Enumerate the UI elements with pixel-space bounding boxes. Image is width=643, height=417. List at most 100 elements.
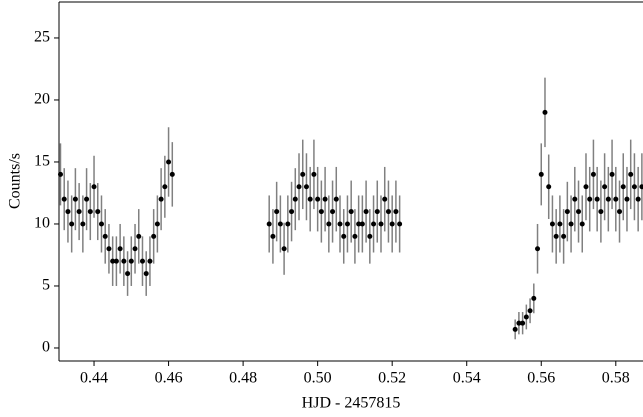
data-point [363,209,369,215]
data-point [602,184,608,190]
data-point [143,271,149,277]
data-point [106,246,112,252]
data-point [136,233,142,239]
data-point [311,171,317,177]
data-point [125,271,131,277]
data-point [598,209,604,215]
data-point [520,320,526,326]
data-point [531,295,537,301]
data-point [535,246,541,252]
data-point [169,171,175,177]
y-tick-label: 25 [34,29,50,46]
data-point [296,184,302,190]
data-point [69,221,75,227]
data-point [631,184,637,190]
data-point [341,233,347,239]
data-point [147,258,153,264]
data-point [110,258,116,264]
data-point [594,196,600,202]
y-tick-label: 10 [34,215,50,232]
data-point [61,196,67,202]
data-point [348,209,354,215]
x-tick-label: 0.54 [453,370,481,387]
data-point [378,221,384,227]
x-tick-label: 0.46 [155,370,183,387]
data-point [132,246,138,252]
data-point [356,221,362,227]
data-point [277,221,283,227]
data-point [568,221,574,227]
x-tick-label: 0.50 [304,370,332,387]
data-point [289,209,295,215]
data-point [303,184,309,190]
data-point [359,221,365,227]
data-point [579,221,585,227]
data-point [72,196,78,202]
data-point [102,233,108,239]
data-point [154,221,160,227]
data-point [80,221,86,227]
x-tick-label: 0.58 [602,370,630,387]
data-point [523,314,529,320]
data-point [605,196,611,202]
data-point [617,209,623,215]
x-tick-label: 0.44 [80,370,108,387]
data-point [76,209,82,215]
data-point [333,196,339,202]
data-point [371,221,377,227]
y-tick-label: 0 [42,339,50,356]
data-point [516,320,522,326]
data-point [318,209,324,215]
data-point [546,184,552,190]
data-point [113,258,119,264]
x-tick-label: 0.52 [378,370,406,387]
data-point [367,233,373,239]
data-point [266,221,272,227]
data-point [57,171,63,177]
data-point [330,209,336,215]
data-point [121,258,127,264]
data-point [87,209,93,215]
data-point [635,196,641,202]
y-axis-label: Counts/s [7,153,24,209]
data-point [557,221,563,227]
data-point [91,184,97,190]
data-point [527,308,533,314]
data-point [270,233,276,239]
data-point [374,209,380,215]
data-point [609,171,615,177]
data-point [65,209,71,215]
data-point [512,326,518,332]
data-point [590,171,596,177]
data-point [352,233,358,239]
data-point [166,159,172,165]
data-point [393,209,399,215]
data-point [542,109,548,115]
data-point [322,196,328,202]
data-point [538,171,544,177]
data-point [95,209,101,215]
data-point [576,209,582,215]
data-point [397,221,403,227]
data-point [117,246,123,252]
data-point [337,221,343,227]
data-point [385,209,391,215]
data-point [285,221,291,227]
y-tick-label: 15 [34,153,50,170]
data-point [98,221,104,227]
data-point [344,221,350,227]
data-point [300,171,306,177]
x-axis-label: HJD - 2457815 [302,395,401,412]
x-tick-label: 0.48 [229,370,257,387]
data-point [624,196,630,202]
data-point [84,196,90,202]
data-point [553,233,559,239]
data-point [281,246,287,252]
data-point [583,184,589,190]
data-point [128,258,134,264]
data-point [620,184,626,190]
x-tick-label: 0.56 [527,370,555,387]
data-point [292,196,298,202]
y-tick-label: 20 [34,91,50,108]
